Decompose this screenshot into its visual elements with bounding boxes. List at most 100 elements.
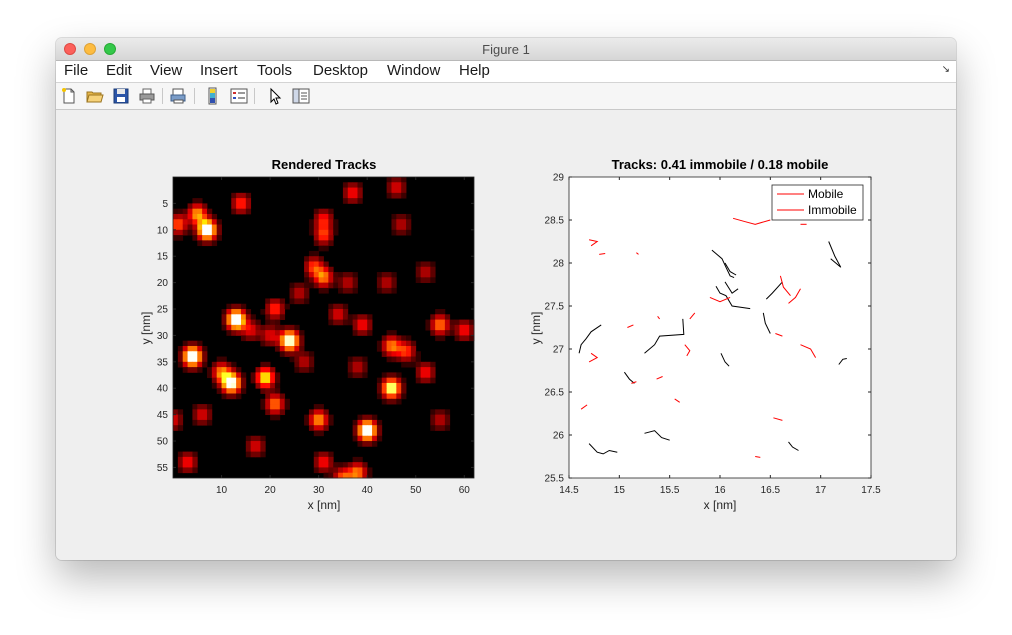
menu-edit[interactable]: Edit: [106, 62, 132, 79]
heatmap-pixel: [338, 467, 344, 474]
heatmap-pixel: [299, 330, 305, 336]
minimize-window-button[interactable]: [84, 43, 96, 55]
heatmap-pixel: [270, 367, 276, 373]
title-bar[interactable]: Figure 1: [56, 38, 956, 61]
tracks-x-tick-label: 14.5: [559, 485, 579, 496]
heatmap-pixel: [211, 213, 218, 220]
heatmap-pixel: [323, 419, 329, 426]
heatmap-y-tick-label: 25: [157, 305, 169, 316]
menu-file[interactable]: File: [64, 62, 89, 79]
heatmap-pixel: [318, 208, 324, 215]
menu-view[interactable]: View: [150, 62, 183, 79]
heatmap-pixel: [236, 319, 242, 326]
maximize-window-button[interactable]: [104, 43, 116, 55]
menu-insert[interactable]: Insert: [200, 62, 238, 79]
legend-icon[interactable]: [230, 87, 248, 105]
heatmap-pixel: [304, 361, 310, 368]
heatmap-pixel: [289, 340, 295, 347]
print-preview-icon[interactable]: [170, 87, 188, 105]
heatmap-pixel: [454, 330, 460, 336]
heatmap-pixel: [221, 377, 227, 384]
heatmap-pixel: [274, 398, 281, 405]
colorbar-icon[interactable]: [204, 87, 222, 105]
print-icon[interactable]: [138, 87, 156, 105]
heatmap-pixel: [279, 309, 286, 315]
heatmap-pixel: [328, 277, 334, 284]
heatmap-pixel: [265, 388, 271, 394]
open-file-icon[interactable]: [86, 87, 104, 105]
save-icon[interactable]: [112, 87, 130, 105]
heatmap-pixel: [362, 324, 368, 331]
tracks-lines: [578, 217, 847, 458]
heatmap-pixel: [352, 419, 358, 426]
heatmap-pixel: [376, 382, 383, 389]
menu-desktop[interactable]: Desktop: [313, 62, 369, 79]
heatmap-pixel: [265, 309, 271, 315]
menu-window[interactable]: Window: [387, 62, 441, 79]
heatmap-pixel: [284, 335, 290, 342]
heatmap-pixel: [265, 377, 271, 384]
menu-bar: File Edit View Insert Tools Desktop Wind…: [56, 61, 956, 83]
heatmap-pixel: [406, 219, 412, 225]
menu-overflow-icon[interactable]: ↘: [941, 64, 950, 75]
heatmap-pixel: [362, 472, 368, 479]
heatmap-pixel: [323, 235, 329, 241]
pointer-icon[interactable]: [266, 87, 284, 105]
heatmap-pixel: [226, 372, 232, 379]
heatmap-pixel: [270, 377, 276, 384]
heatmap-pixel: [323, 277, 329, 284]
heatmap-pixel: [197, 351, 203, 357]
heatmap-pixel: [206, 409, 213, 416]
heatmap-pixel: [342, 287, 349, 294]
heatmap-pixel: [221, 314, 227, 320]
heatmap-pixel: [386, 177, 392, 183]
tracks-legend[interactable]: Mobile Immobile: [771, 184, 864, 221]
heatmap-pixel: [430, 319, 436, 326]
heatmap-pixel: [440, 330, 446, 336]
heatmap-pixel: [236, 208, 242, 215]
heatmap-axes[interactable]: Rendered Tracks 10 20 30 40 50 60 5 10 15 20 25 30…: [139, 157, 475, 512]
menu-tools[interactable]: Tools: [257, 62, 293, 79]
heatmap-y-tick-label: 45: [157, 410, 169, 421]
heatmap-pixel: [192, 340, 198, 347]
tracks-axes[interactable]: Tracks: 0.41 immobile / 0.18 mobile 14.5…: [529, 157, 881, 512]
heatmap-pixel: [406, 351, 412, 357]
heatmap-pixel: [265, 382, 271, 389]
heatmap-pixel: [454, 324, 460, 331]
heatmap-y-tick-label: 50: [157, 437, 169, 448]
heatmap-pixel: [216, 361, 222, 368]
heatmap-pixel: [386, 398, 392, 405]
heatmap-pixel: [231, 324, 237, 331]
heatmap-pixel: [391, 229, 397, 236]
heatmap-pixel: [362, 441, 368, 447]
heatmap-pixel: [391, 182, 397, 188]
heatmap-x-tick-label: 20: [265, 485, 277, 496]
heatmap-pixel: [255, 382, 261, 389]
close-window-button[interactable]: [64, 43, 76, 55]
heatmap-pixel: [221, 309, 227, 315]
heatmap-pixel: [328, 467, 334, 474]
new-figure-icon[interactable]: [60, 87, 78, 105]
heatmap-pixel: [386, 345, 392, 352]
heatmap-pixel: [187, 340, 193, 347]
heatmap-pixel: [313, 456, 320, 463]
heatmap-pixel: [304, 266, 310, 273]
heatmap-pixel: [265, 330, 271, 336]
heatmap-pixel: [323, 208, 329, 215]
heatmap-pixel: [279, 314, 286, 320]
heatmap-pixel: [391, 398, 397, 405]
heatmap-pixel: [177, 345, 184, 352]
heatmap-pixel: [396, 393, 402, 400]
heatmap-pixel: [289, 287, 295, 294]
mobile-track: [644, 318, 685, 354]
heatmap-pixel: [294, 340, 300, 347]
heatmap-pixel: [270, 409, 276, 416]
menu-help[interactable]: Help: [459, 62, 490, 79]
heatmap-pixel: [410, 340, 417, 347]
heatmap-pixel: [187, 456, 193, 463]
heatmap-pixel: [173, 208, 179, 215]
property-inspector-icon[interactable]: [292, 87, 310, 105]
heatmap-pixel: [352, 425, 358, 431]
heatmap-pixel: [376, 393, 383, 400]
heatmap-pixel: [313, 224, 320, 231]
